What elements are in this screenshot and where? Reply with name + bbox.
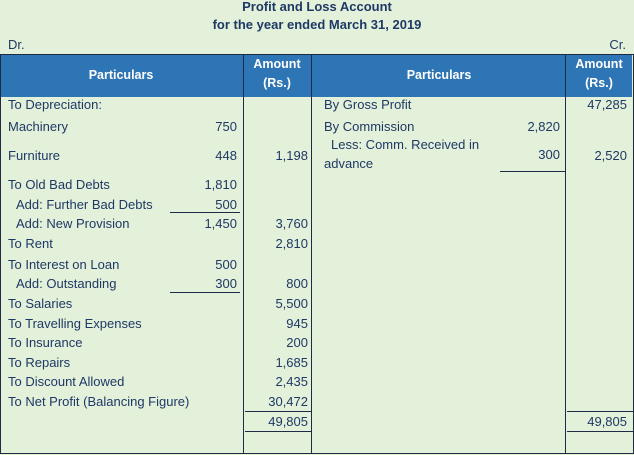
header-amount-right: Amount — [575, 57, 623, 71]
table-bottom-border — [0, 453, 634, 454]
document-subtitle: for the year ended March 31, 2019 — [212, 17, 422, 32]
debit-salaries-total: 5,500 — [275, 296, 308, 311]
total-rule-left-top — [245, 411, 311, 412]
table-left-border — [0, 54, 1, 454]
header-particulars-right: Particulars — [406, 68, 472, 82]
debit-discount: To Discount Allowed — [8, 374, 125, 389]
debit-furniture-amt: 448 — [215, 148, 237, 163]
debit-depreciation: To Depreciation: — [8, 97, 102, 112]
header-particulars-left: Particulars — [88, 68, 154, 82]
cr-label: Cr. — [609, 37, 626, 52]
debit-new-provision: Add: New Provision — [16, 216, 130, 231]
credit-less-line1: Less: Comm. Received in — [331, 137, 480, 152]
header-amount-left-unit: (Rs.) — [263, 76, 291, 90]
divider-right-amount — [565, 54, 566, 454]
debit-net-profit-total: 30,472 — [268, 394, 308, 409]
debit-travelling-total: 945 — [286, 316, 308, 331]
subtotal-rule-commission — [500, 171, 565, 172]
header-amount-left: Amount — [253, 57, 301, 71]
document-title: Profit and Loss Account — [242, 0, 392, 14]
subtotal-rule-bad-debts — [170, 212, 240, 213]
header-amount-right-unit: (Rs.) — [585, 76, 613, 90]
total-rule-right-top — [567, 411, 633, 412]
debit-machinery-amt: 750 — [215, 119, 237, 134]
credit-commission-amt: 2,820 — [527, 119, 560, 134]
debit-interest-total: 800 — [286, 276, 308, 291]
debit-rent: To Rent — [8, 236, 53, 251]
divider-center — [311, 54, 312, 454]
debit-insurance: To Insurance — [8, 335, 83, 350]
credit-gross-profit-total: 47,285 — [587, 97, 627, 112]
credit-less-amt: 300 — [538, 147, 560, 162]
total-rule-left-bottom — [245, 431, 311, 432]
debit-further-bad-debts-amt: 500 — [215, 197, 237, 212]
debit-new-provision-amt: 1,450 — [204, 216, 237, 231]
debit-old-bad-debts: To Old Bad Debts — [8, 177, 110, 192]
debit-grand-total: 49,805 — [268, 414, 308, 429]
debit-repairs: To Repairs — [8, 355, 71, 370]
debit-interest-amt: 500 — [215, 257, 237, 272]
debit-discount-total: 2,435 — [275, 374, 308, 389]
debit-bad-debts-total: 3,760 — [275, 216, 308, 231]
debit-interest: To Interest on Loan — [8, 257, 120, 272]
debit-depreciation-total: 1,198 — [275, 148, 308, 163]
credit-commission: By Commission — [324, 119, 415, 134]
credit-gross-profit: By Gross Profit — [324, 97, 412, 112]
debit-rent-total: 2,810 — [275, 236, 308, 251]
dr-label: Dr. — [8, 37, 25, 52]
debit-old-bad-debts-amt: 1,810 — [204, 177, 237, 192]
subtotal-rule-interest — [170, 292, 240, 293]
debit-net-profit: To Net Profit (Balancing Figure) — [8, 394, 190, 409]
credit-less-line2: advance — [324, 156, 374, 171]
debit-repairs-total: 1,685 — [275, 355, 308, 370]
credit-grand-total: 49,805 — [587, 414, 627, 429]
debit-outstanding: Add: Outstanding — [16, 276, 117, 291]
table-header: Particulars Amount (Rs.) Particulars Amo… — [1, 55, 632, 97]
credit-commission-total: 2,520 — [594, 148, 627, 163]
debit-salaries: To Salaries — [8, 296, 73, 311]
table-top-border — [0, 54, 634, 55]
debit-outstanding-amt: 300 — [215, 276, 237, 291]
total-rule-right-bottom — [567, 431, 633, 432]
debit-insurance-total: 200 — [286, 335, 308, 350]
divider-left-amount — [243, 54, 244, 454]
debit-travelling: To Travelling Expenses — [8, 316, 142, 331]
debit-machinery: Machinery — [8, 119, 68, 134]
debit-further-bad-debts: Add: Further Bad Debts — [16, 197, 153, 212]
debit-furniture: Furniture — [8, 148, 61, 163]
